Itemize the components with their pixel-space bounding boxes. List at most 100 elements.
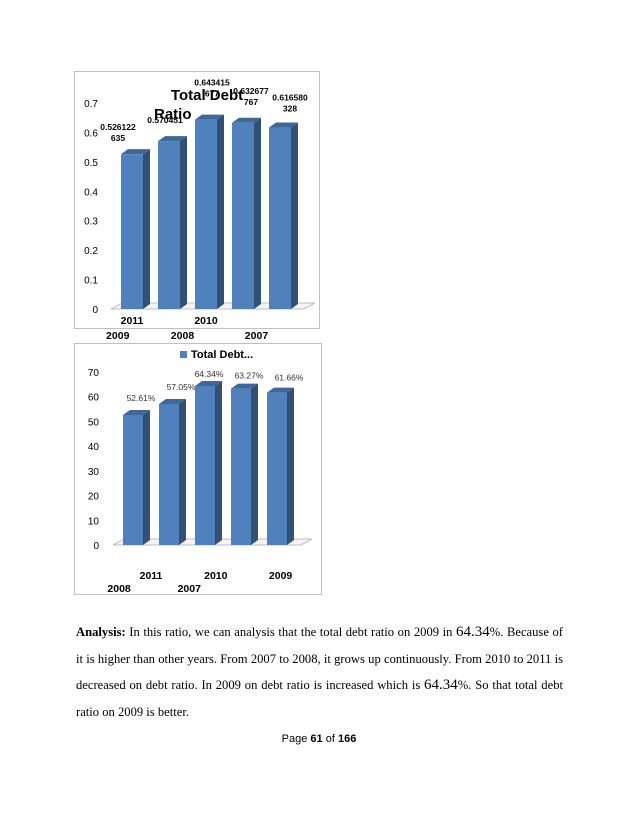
chart-title: Total Debt	[171, 87, 243, 104]
bar-2010	[195, 114, 224, 309]
data-label: 61.66%	[275, 373, 304, 383]
x-tick-label: 2009	[106, 330, 130, 342]
bar-side	[179, 399, 186, 545]
chart-2-svg: 0 10 20 30 40 50 60 70 52.61% 57.05% 64.34% 63.27% 6…	[88, 349, 313, 582]
x-tick-label: 2007	[244, 330, 269, 342]
footer-page-number: 61	[310, 733, 323, 745]
data-label: 63.27%	[235, 371, 264, 381]
analysis-text-2: %. Because of it is higher than other ye…	[76, 625, 563, 692]
data-label: 57.05%	[167, 382, 196, 392]
data-label: 767	[244, 97, 258, 107]
y-tick-label: 0.7	[84, 99, 98, 110]
y-tick-label: 50	[88, 417, 100, 428]
y-tick-label: 0.3	[84, 217, 98, 228]
y-tick-label: 40	[88, 442, 100, 453]
x-tick-label: 2008	[170, 330, 195, 342]
legend-label: Total Debt...	[191, 349, 253, 361]
page-footer: Page 61 of 166	[0, 733, 638, 745]
analysis-paragraph: Analysis: In this ratio, we can analysis…	[76, 619, 563, 725]
bar-top	[158, 136, 187, 142]
data-label: 0.643415	[194, 78, 230, 88]
bar-top	[123, 409, 150, 415]
data-label: 0.616580	[272, 93, 308, 103]
analysis-text-3: %. So that total debt ratio on 2009 is b…	[76, 678, 563, 719]
bar-2008	[159, 399, 186, 545]
data-label: 635	[111, 133, 125, 143]
bar-2011	[123, 409, 150, 545]
bar-2011	[121, 149, 150, 309]
bar-side	[287, 387, 294, 545]
y-tick-label: 0.1	[84, 276, 98, 287]
bar-top	[231, 383, 258, 389]
x-tick-label: 2010	[194, 315, 218, 327]
bar-side	[143, 149, 150, 309]
data-label: 64.34%	[195, 369, 224, 379]
bar-2009	[269, 122, 298, 309]
y-tick-label: 0.6	[84, 128, 98, 139]
x-tick-label: 2009	[269, 570, 293, 582]
bar-side	[215, 380, 222, 545]
bar-front	[195, 119, 217, 309]
bar-front	[267, 392, 287, 545]
bar-front	[123, 414, 143, 545]
bar-top	[159, 399, 186, 405]
x-tick-label: 2010	[204, 570, 228, 582]
y-tick-label: 0	[93, 541, 99, 552]
analysis-heading: Analysis:	[76, 625, 126, 639]
chart-title: Ratio	[154, 106, 192, 123]
analysis-value-2: 64.34	[424, 677, 458, 693]
bar-top	[232, 117, 261, 123]
x-tick-label: 2011	[121, 315, 144, 327]
bar-2007	[231, 383, 258, 545]
data-label: 328	[283, 104, 297, 114]
x-tick-label: 2007	[177, 583, 201, 595]
y-tick-label: 30	[88, 467, 100, 478]
bar-front	[121, 154, 143, 309]
bar-side	[254, 117, 261, 309]
x-tick-label: 2011	[140, 570, 163, 582]
y-tick-label: 0.4	[84, 187, 98, 198]
bar-front	[231, 388, 251, 545]
bar-side	[143, 409, 150, 545]
bar-top	[121, 149, 150, 155]
bar-2010	[195, 380, 222, 545]
y-tick-label: 20	[88, 492, 100, 503]
legend-swatch	[180, 351, 187, 358]
data-label: 0.526122	[100, 122, 136, 132]
bar-2007	[232, 117, 261, 309]
data-label: 677	[205, 89, 219, 99]
bar-2008	[158, 136, 187, 309]
y-tick-label: 60	[88, 393, 100, 404]
bar-top	[195, 380, 222, 386]
y-tick-label: 70	[88, 368, 100, 379]
bar-side	[251, 383, 258, 545]
y-tick-label: 0	[92, 305, 98, 316]
footer-prefix: Page	[281, 733, 311, 745]
bar-top	[267, 387, 294, 393]
bar-side	[291, 122, 298, 309]
analysis-value-1: 64.34	[456, 624, 490, 640]
bar-front	[159, 404, 179, 545]
bar-side	[180, 136, 187, 309]
bar-front	[158, 141, 180, 309]
data-label: 0.632677	[233, 86, 269, 96]
data-label: 0.570451	[147, 115, 183, 125]
bar-side	[217, 114, 224, 309]
data-label: 52.61%	[127, 393, 156, 403]
y-tick-label: 0.5	[84, 158, 98, 169]
total-debt-ratio-chart: 0 0.1 0.2 0.3 0.4 0.5 0.6 0.7 0.526122 635 0.57045…	[74, 71, 320, 329]
bar-top	[195, 114, 224, 120]
footer-middle: of	[322, 733, 338, 745]
y-tick-label: 0.2	[84, 246, 98, 257]
total-debt-percent-chart: 0 10 20 30 40 50 60 70 52.61% 57.05% 64.34% 63.27% 6…	[74, 343, 322, 595]
x-tick-label: 2008	[107, 583, 131, 595]
bar-2009	[267, 387, 294, 545]
bar-front	[269, 127, 291, 309]
bar-front	[195, 385, 215, 545]
bar-top	[269, 122, 298, 128]
y-tick-label: 10	[88, 516, 100, 527]
footer-total-pages: 166	[337, 733, 357, 745]
bar-front	[232, 122, 254, 309]
analysis-text-1: In this ratio, we can analysis that the …	[125, 625, 456, 639]
